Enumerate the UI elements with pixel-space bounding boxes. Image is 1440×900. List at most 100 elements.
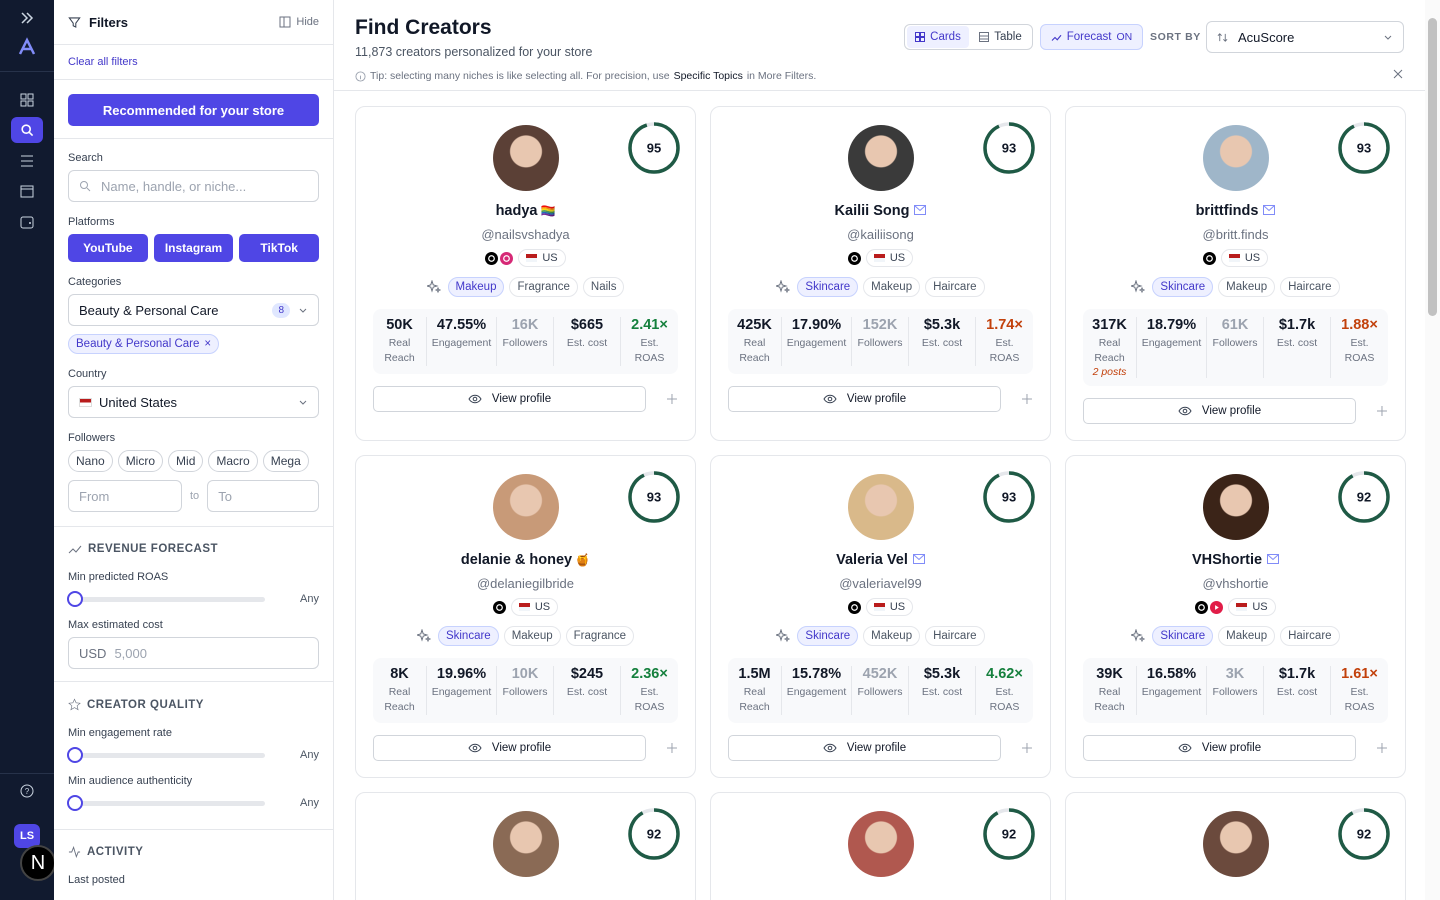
category-chip[interactable]: Beauty & Personal Care × [68, 334, 220, 354]
platform-button[interactable]: Instagram [153, 234, 234, 262]
logo[interactable] [17, 37, 37, 57]
platform-button[interactable]: YouTube [68, 234, 148, 262]
country-code: US [542, 252, 558, 264]
creator-card[interactable]: 92 [710, 792, 1051, 900]
main-content: Find Creators 11,873 creators personaliz… [334, 0, 1425, 900]
scroll-thumb[interactable] [1428, 18, 1437, 316]
stats-box: 1.5M Real Reach 15.78% Engagement 452K Follow… [728, 658, 1033, 723]
score-ring: 95 [628, 122, 680, 174]
niche-tag[interactable]: Haircare [1280, 277, 1340, 297]
niche-tag[interactable]: Haircare [925, 626, 985, 646]
sort-value: AcuScore [1238, 29, 1295, 45]
creator-card[interactable]: 92 VHShortie @vhshortie US Skincare Makeup Hai… [1065, 455, 1406, 778]
add-button[interactable] [1376, 405, 1388, 417]
follower-size-chip[interactable]: Nano [68, 450, 113, 472]
creator-handle: @vhshortie [1202, 576, 1269, 591]
forecast-toggle[interactable]: Forecast ON [1040, 24, 1143, 50]
view-profile-button[interactable]: View profile [373, 386, 647, 412]
view-profile-button[interactable]: View profile [373, 735, 647, 761]
nav-calendar[interactable] [17, 181, 37, 201]
niche-tag[interactable]: Makeup [1218, 277, 1276, 297]
roas-slider[interactable] [67, 590, 265, 607]
tip-close[interactable] [1393, 69, 1403, 79]
name-row: Valeria Vel [728, 552, 1033, 568]
view-profile-button[interactable]: View profile [1083, 735, 1357, 761]
expand-icon[interactable] [17, 8, 37, 28]
niche-tag[interactable]: Makeup [447, 277, 505, 297]
nav-list[interactable] [17, 151, 37, 171]
creator-handle: @valeriavel99 [839, 576, 922, 591]
niche-tag[interactable]: Skincare [1152, 277, 1214, 297]
plus [1377, 406, 1388, 416]
creator-card[interactable]: 93 delanie & honey 🍯 @delaniegilbride US Skin… [355, 455, 696, 778]
clear-filters[interactable]: Clear all filters [68, 56, 138, 68]
niche-tag[interactable]: Haircare [1280, 626, 1340, 646]
niche-tag[interactable]: Skincare [1152, 626, 1214, 646]
sparkle [1131, 280, 1146, 294]
country-select[interactable]: United States [68, 386, 319, 418]
score-arc [983, 808, 1035, 860]
stat-label: Est. cost [921, 337, 963, 349]
view-profile-button[interactable]: View profile [728, 735, 1002, 761]
eye-icon [1178, 743, 1192, 753]
user-avatar[interactable]: LS [14, 824, 40, 848]
search-input[interactable]: Name, handle, or niche... [68, 170, 319, 202]
authenticity-slider[interactable] [67, 794, 265, 811]
view-profile-button[interactable]: View profile [728, 386, 1002, 412]
add-button[interactable] [1376, 742, 1388, 754]
niche-tag[interactable]: Makeup [503, 626, 561, 646]
follower-size-chip[interactable]: Mid [168, 450, 204, 472]
niche-tag[interactable]: Makeup [863, 277, 921, 297]
stat: $5.3k Est. cost [909, 666, 976, 715]
min-roas-label: Min predicted ROAS [68, 571, 169, 583]
creator-card[interactable]: 95 hadya 🏳️‍🌈 @nailsvshadya US Makeup Fragranc… [355, 106, 696, 441]
stat: 452K Followers [852, 666, 909, 715]
niche-tag[interactable]: Makeup [863, 626, 921, 646]
add-button[interactable] [666, 393, 678, 405]
forecast-state: ON [1116, 31, 1133, 43]
sort-select[interactable]: AcuScore [1206, 21, 1404, 53]
nav-search-active[interactable] [11, 117, 43, 143]
nav-wallet[interactable] [17, 212, 37, 232]
table-view[interactable]: Table [969, 31, 1032, 43]
creator-card[interactable]: 93 brittfinds @britt.finds US Skincare Makeup… [1065, 106, 1406, 441]
niche-tag[interactable]: Skincare [797, 626, 859, 646]
add-button[interactable] [1021, 742, 1033, 754]
niche-tag[interactable]: Nails [582, 277, 625, 297]
niche-tag[interactable]: Skincare [437, 626, 499, 646]
nav-dashboard[interactable] [17, 90, 37, 110]
add-button[interactable] [1021, 393, 1033, 405]
stat-value: $1.7k [1278, 666, 1316, 682]
icon-glyph [1205, 254, 1213, 262]
stat-value: 10K [511, 666, 539, 682]
niche-tag[interactable]: Makeup [1218, 626, 1276, 646]
category-select[interactable]: Beauty & Personal Care 8 [68, 294, 319, 326]
niche-tag[interactable]: Fragrance [509, 277, 578, 297]
sparkle [1131, 629, 1146, 643]
icon-bg [1202, 251, 1216, 265]
follower-size-chip[interactable]: Mega [262, 450, 309, 472]
niche-tag[interactable]: Fragrance [565, 626, 635, 646]
email-icon [912, 554, 925, 564]
from-input[interactable]: From [68, 480, 182, 512]
creator-card[interactable]: 93 Kailii Song @kailiisong US Skincare Makeup… [710, 106, 1051, 441]
follower-size-chip[interactable]: Macro [208, 450, 258, 472]
follower-size-chip[interactable]: Micro [117, 450, 164, 472]
platform-button[interactable]: TikTok [239, 234, 320, 262]
creator-card[interactable]: 93 Valeria Vel @valeriavel99 US Skincare Make… [710, 455, 1051, 778]
max-cost-input[interactable]: USD 5,000 [68, 637, 319, 669]
cards-view[interactable]: Cards [907, 26, 969, 48]
niche-tag[interactable]: Skincare [797, 277, 859, 297]
help-icon[interactable]: ? [17, 781, 37, 801]
recommended-button[interactable]: Recommended for your store [68, 94, 319, 126]
hide-button[interactable]: Hide [279, 16, 319, 28]
add-button[interactable] [666, 742, 678, 754]
platform-row: US [728, 598, 1033, 616]
to-input[interactable]: To [207, 480, 319, 512]
view-profile-button[interactable]: View profile [1083, 398, 1357, 424]
creator-card[interactable]: 92 [1065, 792, 1406, 900]
creator-card[interactable]: 92 [355, 792, 696, 900]
next-badge[interactable]: N [20, 845, 56, 881]
niche-tag[interactable]: Haircare [925, 277, 985, 297]
engagement-slider[interactable] [67, 746, 265, 763]
